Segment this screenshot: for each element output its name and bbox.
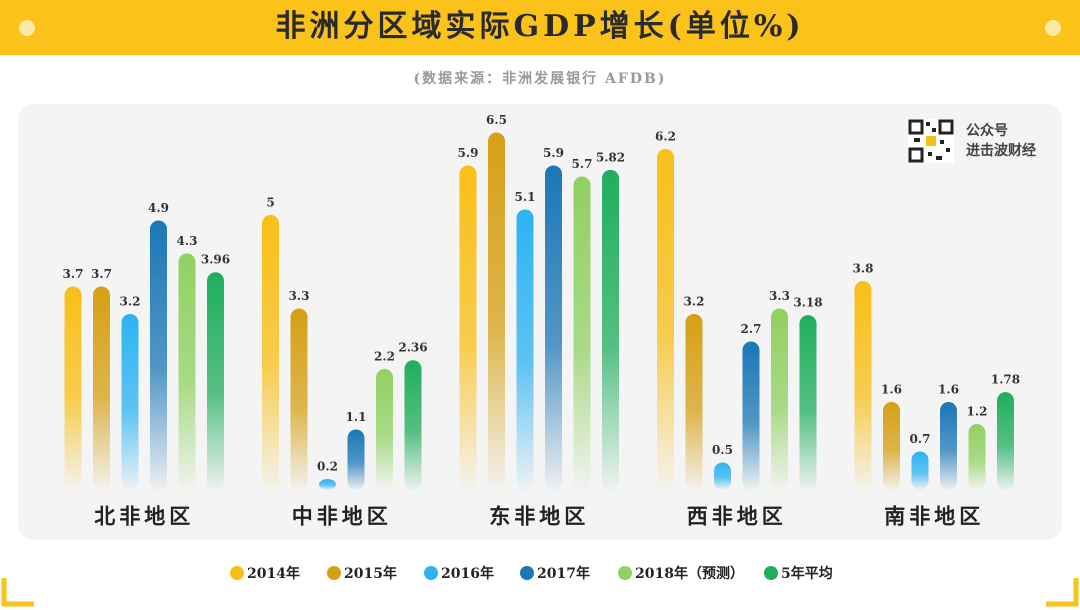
- category-label: 北非地区: [94, 504, 194, 529]
- bar: [657, 149, 674, 490]
- value-label: 5.9: [458, 146, 479, 160]
- value-label: 0.2: [317, 460, 338, 474]
- value-label: 5.9: [543, 146, 564, 160]
- value-label: 3.7: [91, 267, 112, 281]
- bar: [854, 281, 872, 490]
- banner-dot: [19, 20, 35, 36]
- bar: [376, 369, 393, 490]
- value-label: 3.7: [63, 267, 84, 281]
- legend-swatch: [618, 566, 632, 580]
- bar: [404, 360, 422, 490]
- legend-swatch: [764, 566, 778, 580]
- bar: [968, 424, 986, 490]
- value-label: 3.18: [793, 296, 822, 310]
- value-label: 1.6: [881, 383, 902, 397]
- bar: [64, 286, 82, 490]
- value-label: 3.8: [853, 262, 874, 276]
- legend-swatch: [230, 566, 244, 580]
- legend-swatch: [424, 566, 438, 580]
- watermark: 进击波财经: [966, 142, 1036, 159]
- bar: [207, 272, 224, 490]
- value-label: 1.1: [346, 410, 367, 424]
- category-label: 南非地区: [884, 504, 984, 529]
- value-label: 1.2: [967, 405, 988, 419]
- value-label: 0.5: [712, 443, 733, 457]
- bar: [150, 220, 167, 490]
- legend-label: 2016年: [441, 565, 494, 582]
- bar: [685, 314, 703, 490]
- value-label: 1.6: [938, 383, 959, 397]
- legend-label: 2017年: [537, 565, 590, 582]
- value-label: 4.9: [148, 201, 169, 215]
- legend-swatch: [327, 566, 341, 580]
- bar: [883, 402, 900, 490]
- value-label: 3.2: [120, 295, 141, 309]
- legend-label: 2018年（预测）: [635, 565, 744, 582]
- legend-label: 2015年: [344, 565, 397, 582]
- corner-bracket: [1, 578, 34, 607]
- chart-title: 非洲分区域实际GDP增长(单位%): [275, 9, 804, 44]
- bar: [347, 429, 365, 490]
- bar: [488, 132, 505, 490]
- bar: [573, 176, 591, 490]
- category-label: 西非地区: [687, 504, 787, 529]
- value-label: 5.82: [596, 150, 625, 164]
- bar: [799, 315, 817, 490]
- value-label: 2.2: [374, 350, 395, 364]
- value-label: 2.36: [398, 341, 427, 355]
- value-label: 5.7: [572, 157, 593, 171]
- bar: [742, 341, 760, 490]
- bar: [911, 451, 929, 490]
- value-label: 3.96: [201, 253, 230, 267]
- corner-bracket: [1046, 578, 1079, 607]
- bar: [178, 253, 196, 490]
- plot-panel: [18, 104, 1062, 540]
- bar: [262, 215, 279, 490]
- chart-subtitle: (数据来源：非洲发展银行 AFDB): [414, 70, 667, 87]
- watermark: 公众号: [966, 122, 1008, 139]
- value-label: 4.3: [177, 234, 198, 248]
- value-label: 2.7: [741, 322, 762, 336]
- bar: [290, 308, 308, 490]
- value-label: 6.5: [486, 113, 507, 127]
- value-label: 3.2: [684, 295, 705, 309]
- bar: [771, 308, 788, 490]
- bar: [459, 165, 477, 490]
- bar: [319, 479, 336, 490]
- title-banner: [0, 0, 1080, 55]
- banner-dot: [1045, 20, 1061, 36]
- value-label: 1.78: [991, 373, 1020, 387]
- qr-code: [908, 119, 954, 163]
- category-label: 中非地区: [292, 504, 392, 529]
- bar: [714, 462, 731, 490]
- bar: [940, 402, 957, 490]
- bar: [997, 392, 1014, 490]
- value-label: 5: [266, 196, 274, 210]
- value-label: 3.3: [769, 289, 790, 303]
- category-label: 东非地区: [489, 504, 589, 529]
- value-label: 5.1: [515, 190, 536, 204]
- legend-swatch: [520, 566, 534, 580]
- bar: [516, 209, 534, 490]
- bar: [121, 314, 139, 490]
- bar: [602, 169, 619, 490]
- bar: [545, 165, 562, 490]
- legend-label: 5年平均: [781, 565, 833, 582]
- value-label: 3.3: [289, 289, 310, 303]
- value-label: 0.7: [910, 432, 931, 446]
- bar: [93, 286, 110, 490]
- value-label: 6.2: [655, 130, 676, 144]
- legend-label: 2014年: [247, 565, 300, 582]
